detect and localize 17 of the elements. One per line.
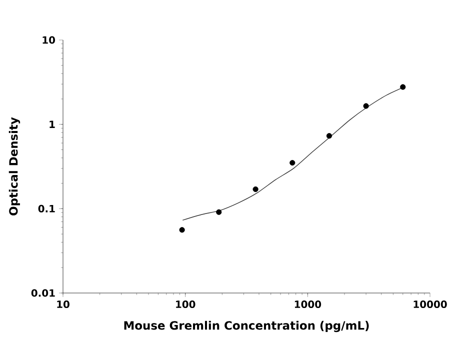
x-tick-label: 100 [176, 300, 196, 308]
y-tick-label: 0.01 [31, 289, 55, 297]
point [179, 227, 185, 233]
point [252, 186, 258, 192]
x-axis-title: Mouse Gremlin Concentration (pg/mL) [124, 320, 369, 332]
point [400, 84, 406, 90]
y-tick-label: 0.1 [38, 204, 55, 212]
x-tick-label: 1000 [294, 300, 322, 308]
y-tick-label: 1 [50, 120, 55, 128]
point [326, 133, 332, 139]
point [290, 160, 296, 166]
x-tick-label: 10 [57, 300, 70, 308]
point [216, 209, 222, 215]
y-axis-title: Optical Density [8, 117, 20, 216]
x-tick-label: 10000 [414, 300, 447, 308]
y-tick-label: 10 [42, 36, 56, 44]
point [363, 103, 369, 109]
